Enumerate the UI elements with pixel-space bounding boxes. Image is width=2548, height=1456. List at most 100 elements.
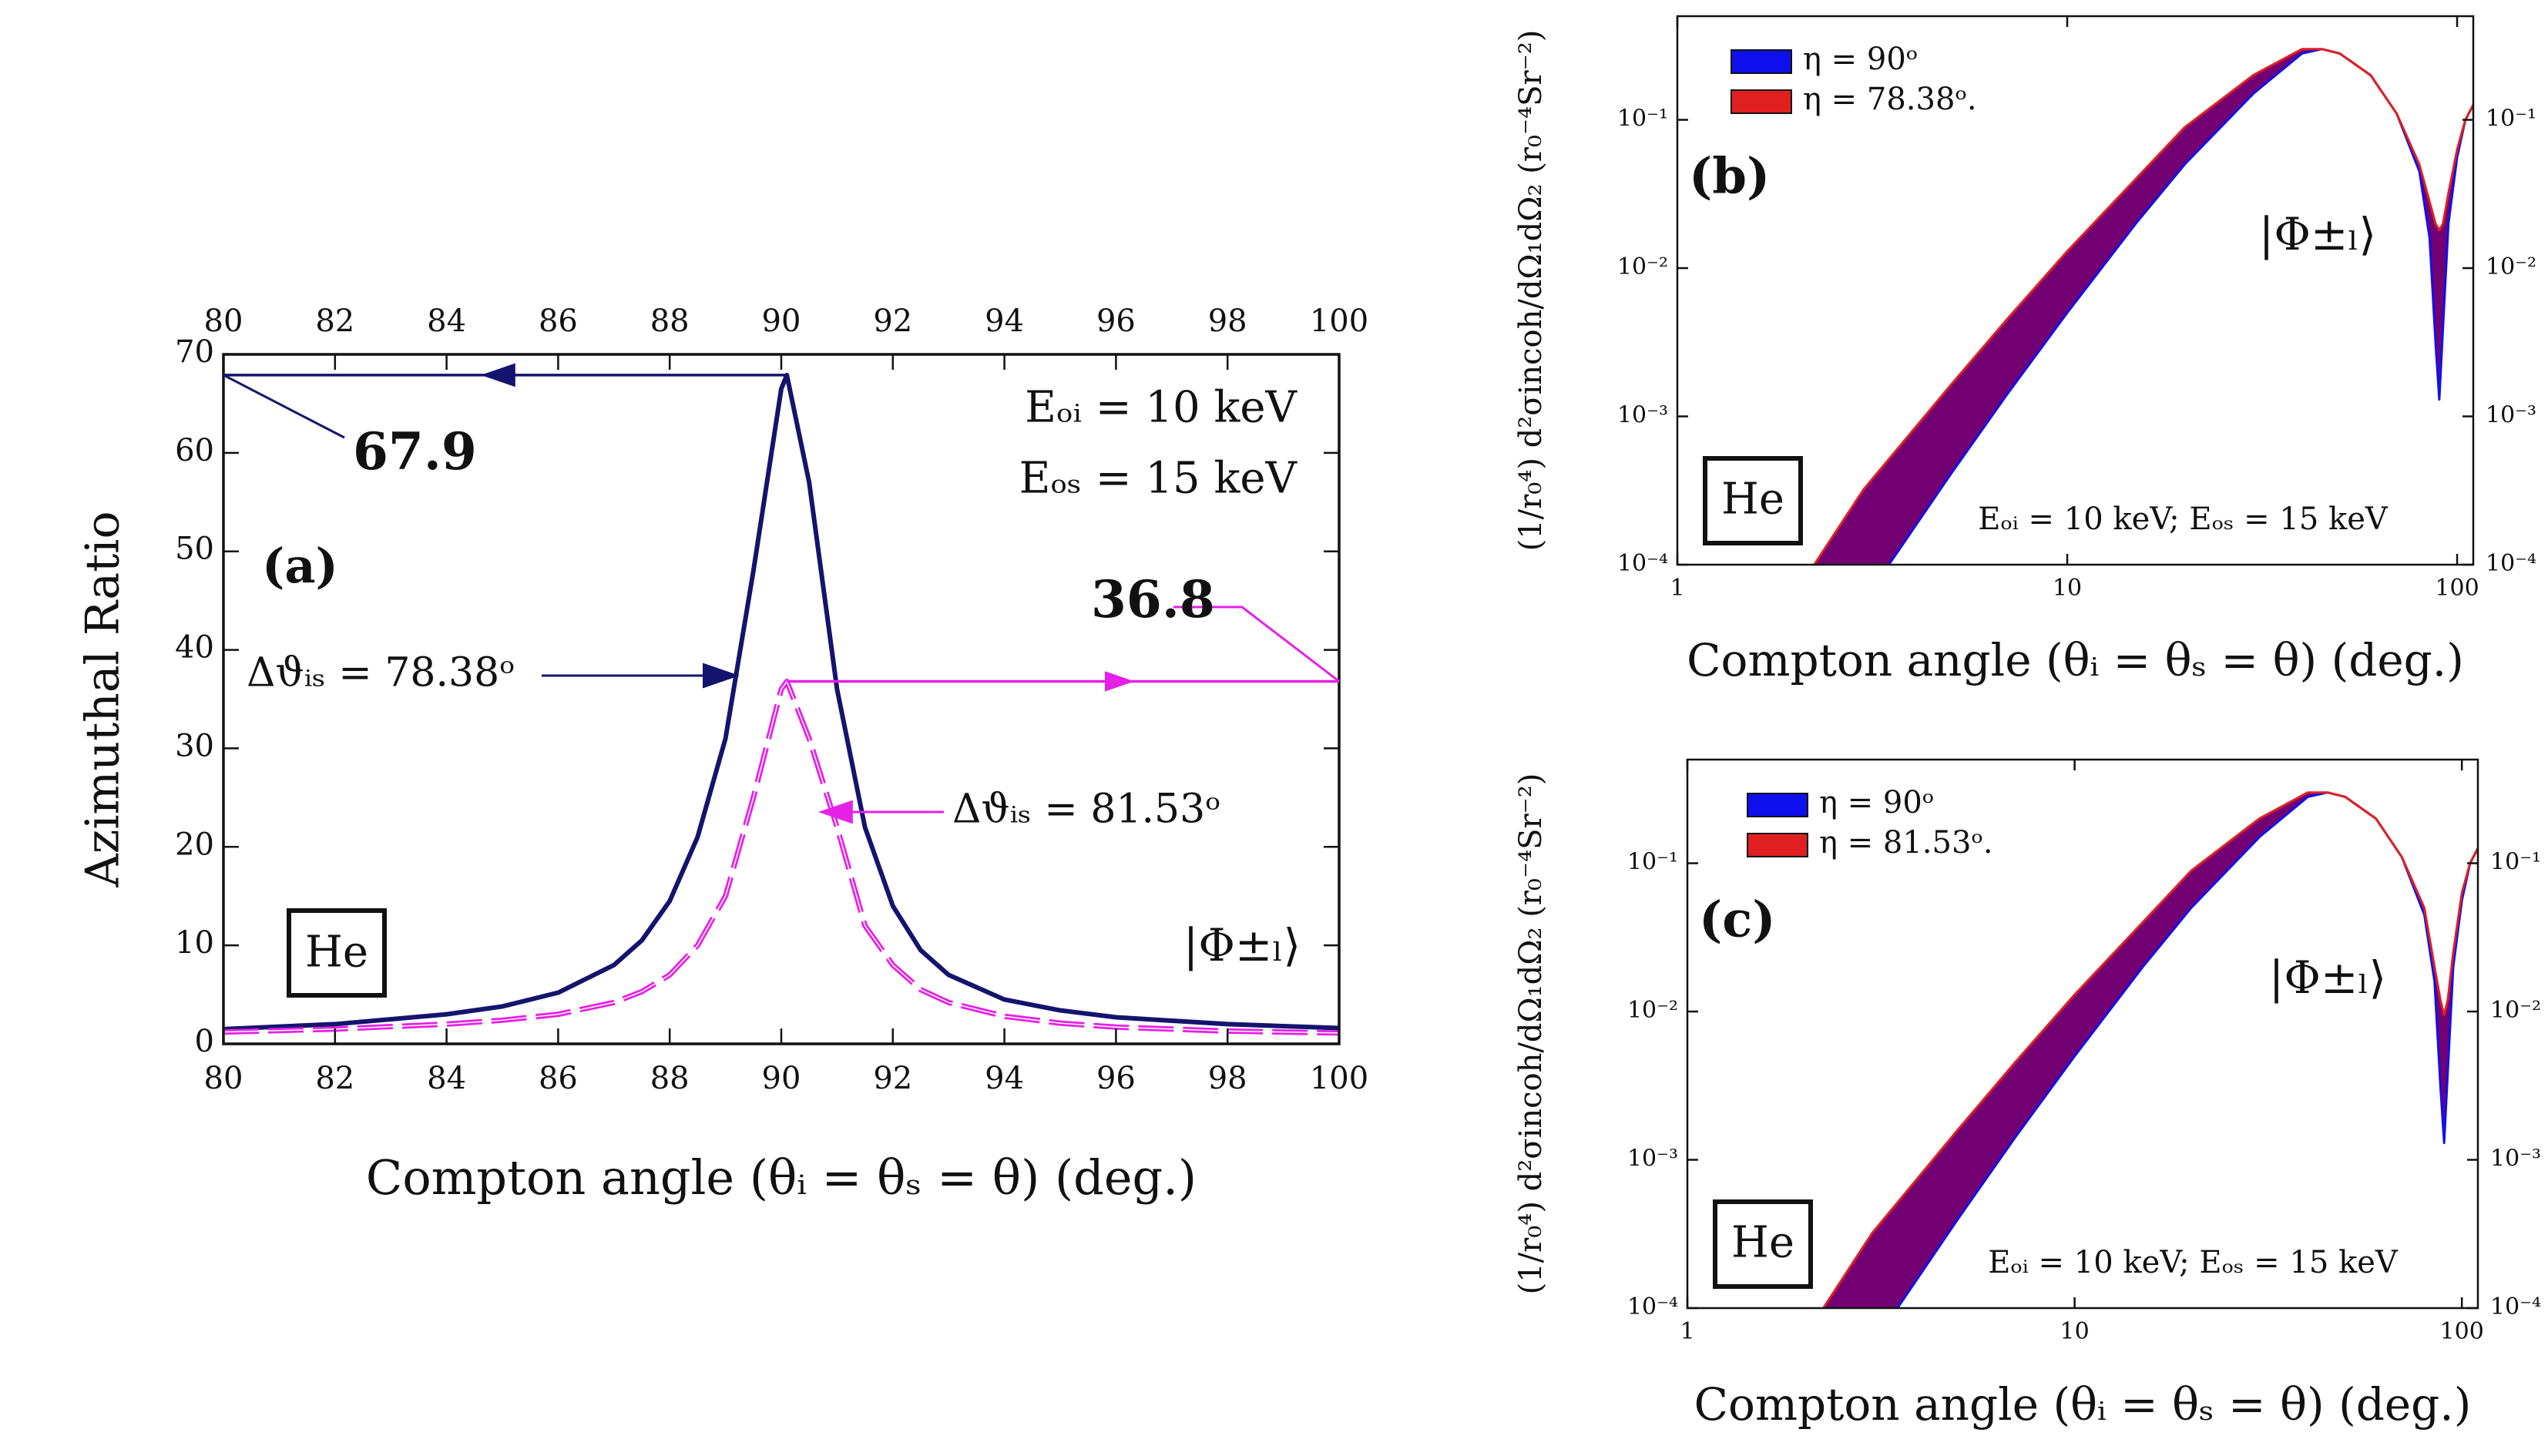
arrow-head <box>818 800 853 824</box>
x-tick-label-top: 86 <box>539 304 578 339</box>
x-tick-label: 1 <box>1670 575 1684 602</box>
annotation: Eₒᵢ = 10 keV; Eₒₛ = 15 keV <box>1978 502 2389 537</box>
x-tick-label-top: 80 <box>204 304 243 339</box>
annotation: |Φ±ₗ⟩ <box>2269 951 2386 1004</box>
series-line <box>1895 791 2478 1308</box>
legend-label: η = 90ᵒ <box>1803 42 1918 77</box>
y-tick-label: 10⁻² <box>1627 997 1678 1024</box>
y-tick-label-right: 10⁻³ <box>2490 1146 2541 1173</box>
y-tick-label: 10⁻⁴ <box>1617 550 1668 577</box>
x-tick-label: 82 <box>315 1061 354 1096</box>
annotation: He <box>1721 475 1784 525</box>
y-tick-label-right: 10⁻⁴ <box>2486 550 2536 577</box>
legend-swatch <box>1731 89 1792 114</box>
y-tick-label: 70 <box>175 334 214 370</box>
y-tick-label: 10⁻⁴ <box>1627 1293 1678 1320</box>
y-tick-label-right: 10⁻² <box>2486 253 2536 280</box>
x-tick-label: 92 <box>873 1061 912 1096</box>
series-line <box>1812 48 2473 565</box>
series-line <box>223 678 1339 1036</box>
label-box <box>1703 456 1803 545</box>
y-tick-label-right: 10⁻⁴ <box>2490 1293 2541 1320</box>
legend-label: η = 78.38ᵒ. <box>1803 82 1977 117</box>
band <box>1814 49 2473 565</box>
x-tick-label: 84 <box>427 1061 466 1096</box>
legend-swatch <box>1731 49 1792 74</box>
plot-area <box>1821 791 2478 1308</box>
x-tick-label: 94 <box>985 1061 1024 1096</box>
x-axis-label: Compton angle (θᵢ = θₛ = θ) (deg.) <box>1694 1378 2472 1431</box>
annotation: (a) <box>262 538 338 594</box>
legend-swatch <box>1747 793 1808 817</box>
x-tick-label-top: 94 <box>985 304 1024 339</box>
annotation: Eₒₛ = 15 keV <box>1019 454 1298 504</box>
arrow-head <box>481 363 515 387</box>
x-tick-label: 100 <box>2440 1318 2484 1345</box>
annotation: |Φ±ₗ⟩ <box>2259 208 2376 260</box>
plot-area <box>223 372 1339 1036</box>
annotation: Eₒᵢ = 10 keV <box>1025 383 1297 433</box>
x-tick-label-top: 88 <box>650 304 690 339</box>
y-tick-label: 10⁻¹ <box>1617 106 1668 133</box>
y-tick-label-right: 10⁻² <box>2490 997 2541 1024</box>
y-tick-label: 40 <box>175 630 214 666</box>
y-axis-label: (1/r₀⁴) d²σincoh/dΩ₁dΩ₂ (r₀⁻⁴Sr⁻²) <box>1513 773 1549 1295</box>
y-tick-label: 10⁻³ <box>1617 402 1668 429</box>
arrow-head <box>703 663 740 689</box>
x-tick-label-top: 84 <box>427 304 466 339</box>
y-tick-label-right: 10⁻¹ <box>2490 849 2541 876</box>
x-tick-label: 1 <box>1680 1318 1694 1345</box>
plot-frame <box>1686 758 2479 1310</box>
x-tick-label: 98 <box>1208 1061 1247 1096</box>
label-box <box>287 908 387 998</box>
y-tick-label: 50 <box>175 532 214 567</box>
y-axis-label: Azimuthal Ratio <box>76 511 130 887</box>
annotation: |Φ±ₗ⟩ <box>1183 919 1301 971</box>
plot-area <box>1812 48 2473 565</box>
series-line <box>223 372 1339 1032</box>
connector <box>223 374 345 439</box>
label-box <box>1713 1199 1813 1289</box>
series-line <box>1887 48 2473 565</box>
y-tick-label: 10 <box>175 925 214 961</box>
y-tick-label: 10⁻¹ <box>1627 849 1678 876</box>
x-tick-label-top: 98 <box>1208 304 1247 339</box>
arrow-head <box>1105 671 1135 692</box>
y-tick-label: 10⁻² <box>1617 253 1668 280</box>
connector <box>1173 606 1340 683</box>
y-tick-label: 10⁻³ <box>1627 1146 1678 1173</box>
x-tick-label: 86 <box>539 1061 578 1096</box>
y-tick-label: 30 <box>175 728 214 763</box>
x-tick-label-top: 92 <box>873 304 912 339</box>
legend-swatch <box>1747 833 1808 857</box>
x-tick-label: 90 <box>762 1061 801 1096</box>
annotation: Eₒᵢ = 10 keV; Eₒₛ = 15 keV <box>1988 1245 2399 1280</box>
x-tick-label-top: 100 <box>1310 304 1368 339</box>
y-tick-label: 0 <box>195 1024 214 1059</box>
legend-label: η = 81.53ᵒ. <box>1819 825 1993 861</box>
x-tick-label: 80 <box>204 1061 243 1096</box>
annotation: He <box>305 928 368 978</box>
y-axis-label: (1/r₀⁴) d²σincoh/dΩ₁dΩ₂ (r₀⁻⁴Sr⁻²) <box>1513 30 1549 552</box>
plot-frame <box>1676 15 2475 566</box>
x-tick-label: 96 <box>1096 1061 1136 1096</box>
annotation: 67.9 <box>353 421 477 481</box>
y-tick-label: 60 <box>175 433 214 468</box>
legend-label: η = 90ᵒ <box>1819 785 1934 820</box>
x-tick-label: 10 <box>2053 575 2082 602</box>
x-tick-label-top: 82 <box>315 304 354 339</box>
annotation: Δϑᵢₛ = 78.38ᵒ <box>247 650 515 696</box>
y-tick-label-right: 10⁻¹ <box>2486 106 2536 133</box>
x-tick-label: 10 <box>2060 1318 2090 1345</box>
x-tick-label-top: 96 <box>1096 304 1136 339</box>
series-line <box>1821 791 2478 1308</box>
band <box>1823 792 2478 1308</box>
annotation: (c) <box>1699 891 1776 949</box>
annotation: He <box>1731 1218 1794 1268</box>
x-axis-label: Compton angle (θᵢ = θₛ = θ) (deg.) <box>366 1149 1197 1206</box>
x-tick-label: 100 <box>2435 575 2479 602</box>
annotation: (b) <box>1689 148 1770 206</box>
x-tick-label: 100 <box>1310 1061 1368 1096</box>
